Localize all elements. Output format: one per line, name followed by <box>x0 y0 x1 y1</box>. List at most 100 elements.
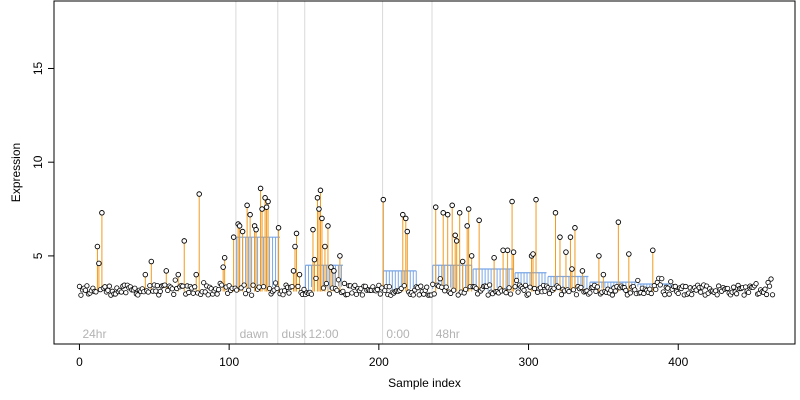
sample-point <box>648 290 654 297</box>
segment-labels: 24hr dawn dusk 12:00 0:00 48hr <box>82 327 459 341</box>
sample-point <box>266 285 273 292</box>
sample-point <box>662 292 668 298</box>
spike-point <box>444 211 451 218</box>
sample-point <box>340 288 346 294</box>
spike-point <box>163 268 170 274</box>
sample-point <box>635 277 641 284</box>
sample-point <box>165 287 171 294</box>
sample-point <box>169 286 175 292</box>
spike-point <box>314 195 321 201</box>
sample-point <box>487 282 493 288</box>
sample-point <box>665 285 671 291</box>
sample-point <box>437 276 443 282</box>
sample-point <box>289 283 295 290</box>
baseline-bar-series <box>236 236 672 292</box>
sample-point <box>234 287 240 293</box>
x-axis: 0 100 200 300 400 <box>76 343 689 369</box>
spike-point <box>319 215 325 222</box>
spike-point <box>263 204 270 210</box>
spike-point <box>468 253 475 259</box>
sample-point <box>609 292 615 298</box>
spike-point <box>626 251 632 257</box>
sample-point <box>525 291 532 297</box>
spike-point <box>247 211 253 218</box>
sample-point <box>768 276 774 282</box>
spike-point <box>94 243 101 250</box>
expression-point-series <box>76 185 776 298</box>
spike-point <box>557 234 563 240</box>
sample-point <box>256 284 262 290</box>
spike-point <box>99 210 105 216</box>
spike-point <box>453 238 460 244</box>
sample-point <box>118 289 124 295</box>
y-tick-label: 5 <box>31 252 45 259</box>
sample-point <box>243 291 249 297</box>
sample-point <box>418 283 424 289</box>
sample-point <box>214 291 220 297</box>
spike-point <box>262 195 268 201</box>
sample-point <box>659 276 665 282</box>
sample-point <box>623 287 629 293</box>
sample-point <box>555 284 562 290</box>
spike-point <box>596 253 602 259</box>
sample-point <box>205 292 211 298</box>
sample-point <box>216 286 222 293</box>
spike-point <box>400 211 406 218</box>
sample-point <box>320 285 327 291</box>
spike-point <box>404 228 411 235</box>
x-tick-label: 300 <box>519 355 539 369</box>
spike-point <box>317 187 324 194</box>
sample-point <box>451 287 457 293</box>
sample-point <box>714 292 720 298</box>
spike-point <box>449 202 455 209</box>
sample-point <box>153 288 159 294</box>
sample-point <box>274 285 280 291</box>
sample-point <box>546 290 553 297</box>
sample-point <box>272 280 279 286</box>
sample-point <box>443 284 449 290</box>
sample-point <box>573 292 580 298</box>
sample-point <box>162 282 168 288</box>
sample-point <box>308 291 315 297</box>
sample-point <box>668 279 674 285</box>
sample-point <box>190 290 196 296</box>
spike-point <box>380 196 387 203</box>
sample-point <box>431 291 437 297</box>
sample-point <box>531 285 538 292</box>
sample-point <box>352 282 358 288</box>
sample-point <box>349 290 355 296</box>
sample-point <box>106 283 112 289</box>
spike-point <box>275 225 282 231</box>
sample-point <box>249 292 255 298</box>
sample-point <box>154 283 160 289</box>
sample-point <box>463 286 469 293</box>
spike-point <box>504 247 511 254</box>
spike-point <box>265 198 271 205</box>
spike-point <box>465 206 472 212</box>
spike-point <box>452 232 458 239</box>
spike-point <box>181 238 187 244</box>
sample-point <box>766 283 773 289</box>
sample-point <box>513 277 520 284</box>
spike-point <box>533 196 539 203</box>
spike-point <box>221 255 228 261</box>
spike-point <box>148 258 155 265</box>
spike-point <box>175 271 181 278</box>
y-tick-label: 10 <box>31 155 45 169</box>
sample-point <box>698 289 704 295</box>
sample-point <box>566 288 572 295</box>
spike-point <box>253 226 259 233</box>
sample-point <box>186 289 192 296</box>
sample-point <box>734 291 740 297</box>
sample-point <box>763 291 770 298</box>
spike-point <box>322 243 328 250</box>
sample-point <box>344 291 351 298</box>
sample-point <box>84 283 90 289</box>
sample-point <box>741 292 747 298</box>
sample-point <box>745 289 752 295</box>
spike-point <box>96 260 102 267</box>
sample-point <box>260 284 267 290</box>
y-axis: 5 10 15 <box>31 61 55 259</box>
segment-label: 48hr <box>436 327 460 341</box>
